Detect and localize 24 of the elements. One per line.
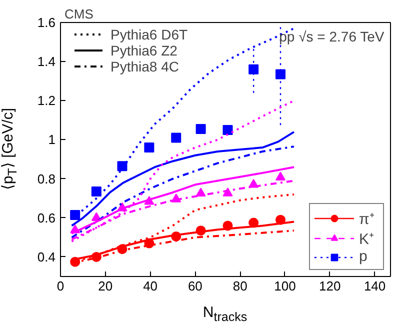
annotation: pp √s = 2.76 TeV bbox=[279, 28, 385, 44]
annotation: Pythia6 D6T bbox=[110, 26, 188, 42]
y-tick-label: 0.4 bbox=[37, 249, 56, 264]
annotation: Pythia6 Z2 bbox=[110, 42, 178, 58]
legend-label: p bbox=[359, 248, 368, 265]
x-tick-label: 80 bbox=[232, 278, 248, 294]
y-tick-label: 1.2 bbox=[37, 93, 56, 108]
y-tick-label: 0.6 bbox=[37, 210, 56, 226]
x-tick-label: 140 bbox=[364, 278, 386, 294]
y-tick-label: 0.8 bbox=[37, 171, 56, 186]
y-tick-label: 1.4 bbox=[37, 54, 56, 70]
x-tick-label: 100 bbox=[274, 278, 296, 294]
legend-label: π⁺ bbox=[359, 210, 376, 228]
x-tick-label: 120 bbox=[319, 278, 341, 294]
x-axis-title: N$_{tracks}$ bbox=[202, 303, 248, 326]
annotation: Pythia8 4C bbox=[110, 58, 179, 74]
legend-label: K⁺ bbox=[359, 230, 376, 248]
chart-title: CMS bbox=[64, 6, 94, 22]
x-tick-label: 60 bbox=[188, 278, 202, 294]
x-tick-label: 0 bbox=[56, 278, 64, 294]
x-tick-label: 20 bbox=[98, 278, 113, 294]
x-tick-label: 40 bbox=[143, 278, 158, 294]
y-tick-label: 1.6 bbox=[37, 15, 56, 30]
y-tick-label: 1 bbox=[48, 132, 56, 148]
